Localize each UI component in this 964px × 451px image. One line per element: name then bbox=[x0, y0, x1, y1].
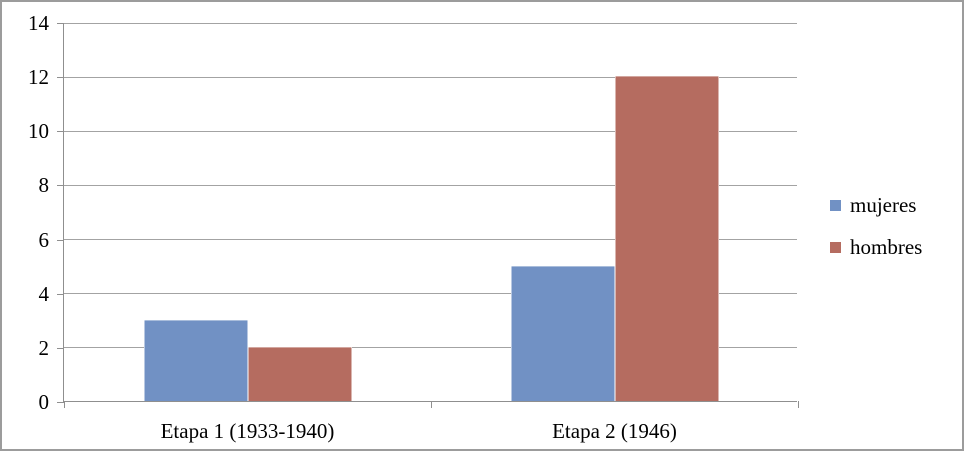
x-axis-tick bbox=[63, 401, 65, 408]
category-label: Etapa 2 (1946) bbox=[552, 419, 677, 443]
y-axis-tick bbox=[57, 239, 64, 241]
y-axis-tick bbox=[57, 77, 64, 79]
y-tick-label: 2 bbox=[38, 335, 50, 360]
bar-mujeres bbox=[143, 319, 248, 401]
y-axis-tick bbox=[57, 293, 64, 295]
legend-item: mujeres bbox=[830, 192, 922, 218]
y-axis-tick bbox=[57, 402, 64, 403]
legend: mujeres hombres bbox=[830, 192, 922, 276]
gridline bbox=[64, 347, 797, 349]
x-axis-tick bbox=[430, 401, 432, 408]
gridline bbox=[64, 293, 797, 295]
y-tick-label: 6 bbox=[38, 227, 50, 252]
legend-label: hombres bbox=[850, 235, 923, 259]
gridline bbox=[64, 184, 797, 186]
legend-label: mujeres bbox=[850, 193, 917, 217]
bar-hombres bbox=[247, 346, 352, 401]
gridline bbox=[64, 22, 797, 24]
y-tick-label: 12 bbox=[28, 65, 49, 90]
legend-swatch-hombres bbox=[830, 241, 841, 253]
y-tick-label: 8 bbox=[38, 173, 50, 198]
y-axis-tick bbox=[57, 131, 64, 133]
gridline bbox=[64, 76, 797, 78]
gridline bbox=[64, 130, 797, 132]
y-axis-tick bbox=[57, 347, 64, 349]
y-tick-label: 4 bbox=[38, 281, 50, 306]
category-label: Etapa 1 (1933-1940) bbox=[160, 419, 335, 443]
y-axis-tick bbox=[57, 23, 64, 24]
y-tick-label: 0 bbox=[38, 390, 50, 414]
bar-mujeres bbox=[510, 265, 615, 401]
x-axis-tick bbox=[797, 401, 799, 408]
legend-item: hombres bbox=[830, 234, 922, 260]
bar-hombres bbox=[614, 76, 719, 401]
y-tick-label: 14 bbox=[28, 11, 49, 35]
legend-swatch-mujeres bbox=[830, 199, 841, 211]
plot-area: 0 2 4 6 8 10 12 14 Etapa 1 (1933-1940) Etapa 2 (1… bbox=[28, 11, 799, 443]
y-axis-tick bbox=[57, 185, 64, 187]
gridline bbox=[64, 239, 797, 241]
y-tick-label: 10 bbox=[28, 119, 49, 144]
